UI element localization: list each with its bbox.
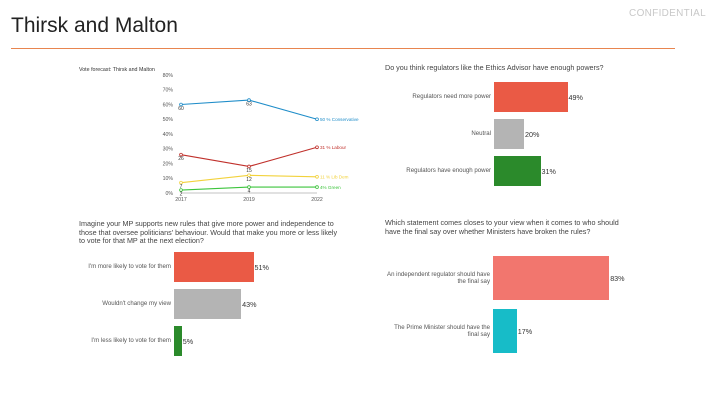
- page-title: Thirsk and Malton: [11, 14, 178, 37]
- bar: [494, 156, 541, 186]
- data-point: [179, 180, 183, 185]
- y-tick-label: 70%: [163, 88, 174, 94]
- series-end-label: 11 % Lib Dem: [320, 175, 349, 180]
- bar-category-label: The Prime Minister should have the final…: [394, 324, 490, 338]
- data-point: [247, 164, 251, 169]
- data-point: [247, 98, 251, 102]
- bar-category-label: Regulators have enough power: [406, 167, 491, 174]
- bar: [494, 82, 568, 112]
- bar-value-label: 17%: [517, 327, 533, 336]
- regulators-powers-question: Do you think regulators like the Ethics …: [385, 63, 604, 72]
- data-label: 15: [246, 168, 252, 174]
- bar-category-label: I'm less likely to vote for them: [91, 337, 171, 344]
- y-tick-label: 20%: [163, 161, 174, 167]
- data-point: [315, 185, 319, 189]
- bar: [493, 309, 517, 353]
- data-label: 4: [248, 189, 251, 195]
- data-point: [315, 174, 319, 179]
- data-point: [247, 185, 251, 189]
- bar-category-label: An independent regulator should have the…: [387, 271, 490, 285]
- bar-value-label: 83%: [610, 274, 625, 283]
- y-tick-label: 80%: [163, 73, 174, 79]
- y-tick-label: 10%: [163, 176, 174, 182]
- bar-category-label: Neutral: [471, 130, 491, 137]
- bar-value-label: 5%: [182, 337, 194, 346]
- confidential-label: CONFIDENTIAL: [629, 8, 706, 19]
- y-tick-label: 30%: [163, 147, 174, 153]
- x-tick-label: 2022: [311, 197, 323, 203]
- bar-value-label: 51%: [254, 263, 269, 272]
- bar: [174, 289, 242, 319]
- bar-value-label: 43%: [242, 300, 257, 309]
- vote-forecast-chart: Vote forecast: Thirsk and Malton 0% 10% 20…: [79, 67, 359, 203]
- bar-category-label: Regulators need more power: [412, 93, 491, 100]
- bar-value-label: 20%: [525, 130, 540, 139]
- data-point: [179, 188, 183, 192]
- series-end-label: 50 % Conservative: [320, 117, 359, 122]
- bar-category-label: Wouldn't change my view: [102, 300, 171, 307]
- series-end-label: 31 % Labour: [320, 145, 347, 150]
- y-tick-label: 0%: [166, 191, 174, 197]
- data-label: 7: [180, 184, 183, 190]
- data-point: [247, 173, 251, 178]
- data-label: 60: [178, 106, 184, 112]
- data-point: [315, 117, 319, 122]
- bar: [493, 256, 610, 300]
- bar-value-label: 31%: [541, 167, 556, 176]
- data-label: 63: [246, 102, 252, 108]
- data-label: 12: [246, 177, 252, 183]
- data-label: 2: [180, 192, 183, 198]
- data-label: 26: [178, 156, 184, 162]
- y-tick-label: 40%: [163, 132, 174, 138]
- final-say-question: Which statement comes closes to your vie…: [385, 218, 619, 236]
- data-point: [315, 145, 319, 150]
- data-point: [179, 152, 183, 157]
- y-tick-label: 50%: [163, 117, 174, 123]
- bar: [174, 252, 254, 282]
- title-divider: [11, 48, 675, 49]
- bar: [174, 326, 182, 356]
- x-tick-label: 2019: [243, 197, 255, 203]
- series-line-labour: [180, 146, 318, 168]
- y-tick-label: 60%: [163, 102, 174, 108]
- x-tick-label: 2017: [175, 197, 187, 203]
- data-point: [179, 102, 183, 107]
- line-chart-title: Vote forecast: Thirsk and Malton: [79, 67, 155, 73]
- bar-value-label: 49%: [568, 93, 583, 102]
- mp-support-question: Imagine your MP supports new rules that …: [79, 219, 338, 246]
- bar: [494, 119, 524, 149]
- series-end-label: 4% Green: [320, 185, 341, 190]
- bar-category-label: I'm more likely to vote for them: [88, 263, 171, 270]
